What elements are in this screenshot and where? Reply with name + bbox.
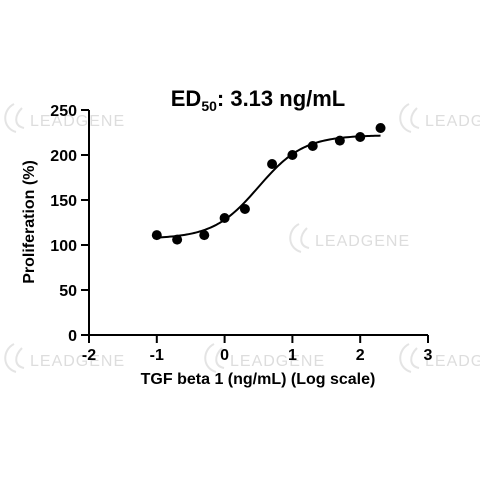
- watermark: LEADGENE: [204, 343, 325, 373]
- watermark: LEADGENE: [4, 343, 125, 373]
- watermark-swirl-icon: [204, 343, 225, 373]
- watermark-swirl-icon: [4, 103, 25, 133]
- data-point: [307, 141, 318, 151]
- watermark-swirl-icon: [399, 343, 420, 373]
- data-point: [172, 234, 183, 245]
- watermark-text: LEADGENE: [30, 113, 125, 130]
- watermark-text: LEADGENE: [315, 233, 410, 250]
- x-ticks: -2 -1 0 1 2 3: [82, 335, 433, 364]
- data-point: [199, 230, 210, 241]
- x-tick-label: 3: [424, 347, 433, 364]
- fit-curve: [156, 134, 381, 239]
- chart-title-prefix: ED: [171, 86, 202, 111]
- y-tick-label: 200: [50, 148, 77, 165]
- data-point: [375, 123, 386, 133]
- data-point: [334, 135, 345, 146]
- y-tick-label: 100: [50, 238, 77, 255]
- x-tick-label: -1: [150, 347, 164, 364]
- chart-title-suffix: : 3.13 ng/mL: [217, 86, 345, 111]
- watermark-layer: LEADGENE LEADGENE LEADGENE LEADGENE LEADGENE…: [4, 103, 480, 373]
- watermark-swirl-icon: [289, 223, 310, 253]
- x-tick-label: 1: [288, 347, 297, 364]
- watermark-text: LEADGENE: [30, 353, 125, 370]
- y-tick-label: 50: [59, 283, 77, 300]
- watermark: LEADGENE: [399, 343, 480, 373]
- x-tick-label: 0: [220, 347, 229, 364]
- data-point: [267, 159, 278, 169]
- watermark-text: LEADGENE: [230, 353, 325, 370]
- watermark-swirl-icon: [399, 103, 420, 133]
- chart-title-subscript: 50: [201, 98, 217, 114]
- x-tick-label: -2: [82, 347, 96, 364]
- y-tick-label: 0: [68, 328, 77, 345]
- watermark: LEADGENE: [289, 223, 410, 253]
- watermark-swirl-icon: [4, 343, 25, 373]
- y-axis-title: Proliferation (%): [21, 160, 38, 284]
- watermark: LEADGENE: [4, 103, 125, 133]
- x-axis-title: TGF beta 1 (ng/mL) (Log scale): [141, 371, 376, 388]
- data-point: [219, 213, 230, 223]
- y-tick-label: 250: [50, 103, 77, 120]
- data-point: [287, 150, 298, 160]
- chart-title: ED50: 3.13 ng/mL: [171, 86, 346, 114]
- y-tick-label: 150: [50, 193, 77, 210]
- axes: [88, 110, 428, 336]
- watermark-text: LEADGENE: [425, 353, 480, 370]
- data-point: [151, 230, 162, 241]
- y-ticks: 0 50 100 150 200 250: [50, 103, 89, 345]
- data-point: [355, 132, 366, 142]
- watermark-text: LEADGENE: [425, 113, 480, 130]
- watermark: LEADGENE: [399, 103, 480, 133]
- x-tick-label: 2: [356, 347, 365, 364]
- data-points: [151, 123, 386, 245]
- data-point: [239, 204, 250, 214]
